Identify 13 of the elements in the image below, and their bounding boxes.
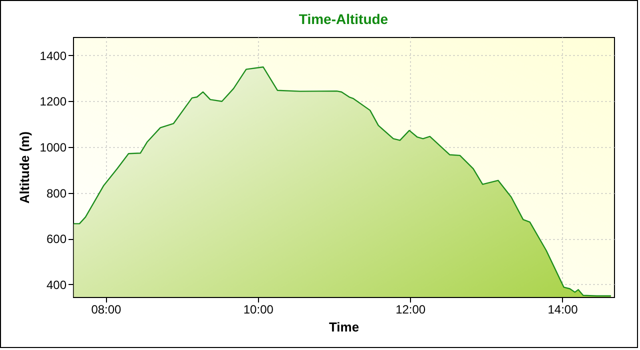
y-tick-label: 1400 xyxy=(40,48,67,63)
y-tick-label: 600 xyxy=(46,232,67,246)
x-tick-label: 12:00 xyxy=(396,302,426,316)
y-tick-label: 800 xyxy=(46,186,67,200)
x-tick-label: 14:00 xyxy=(548,302,578,316)
y-tick-label: 1000 xyxy=(40,140,67,154)
y-tick-label: 1200 xyxy=(40,94,67,109)
chart-title: Time-Altitude xyxy=(298,11,388,27)
y-axis-title: Altitude (m) xyxy=(16,131,32,204)
x-tick-label: 08:00 xyxy=(91,302,122,316)
x-axis-title: Time xyxy=(328,320,360,334)
y-tick-label: 400 xyxy=(46,278,67,292)
x-tick-label: 10:00 xyxy=(243,302,274,316)
